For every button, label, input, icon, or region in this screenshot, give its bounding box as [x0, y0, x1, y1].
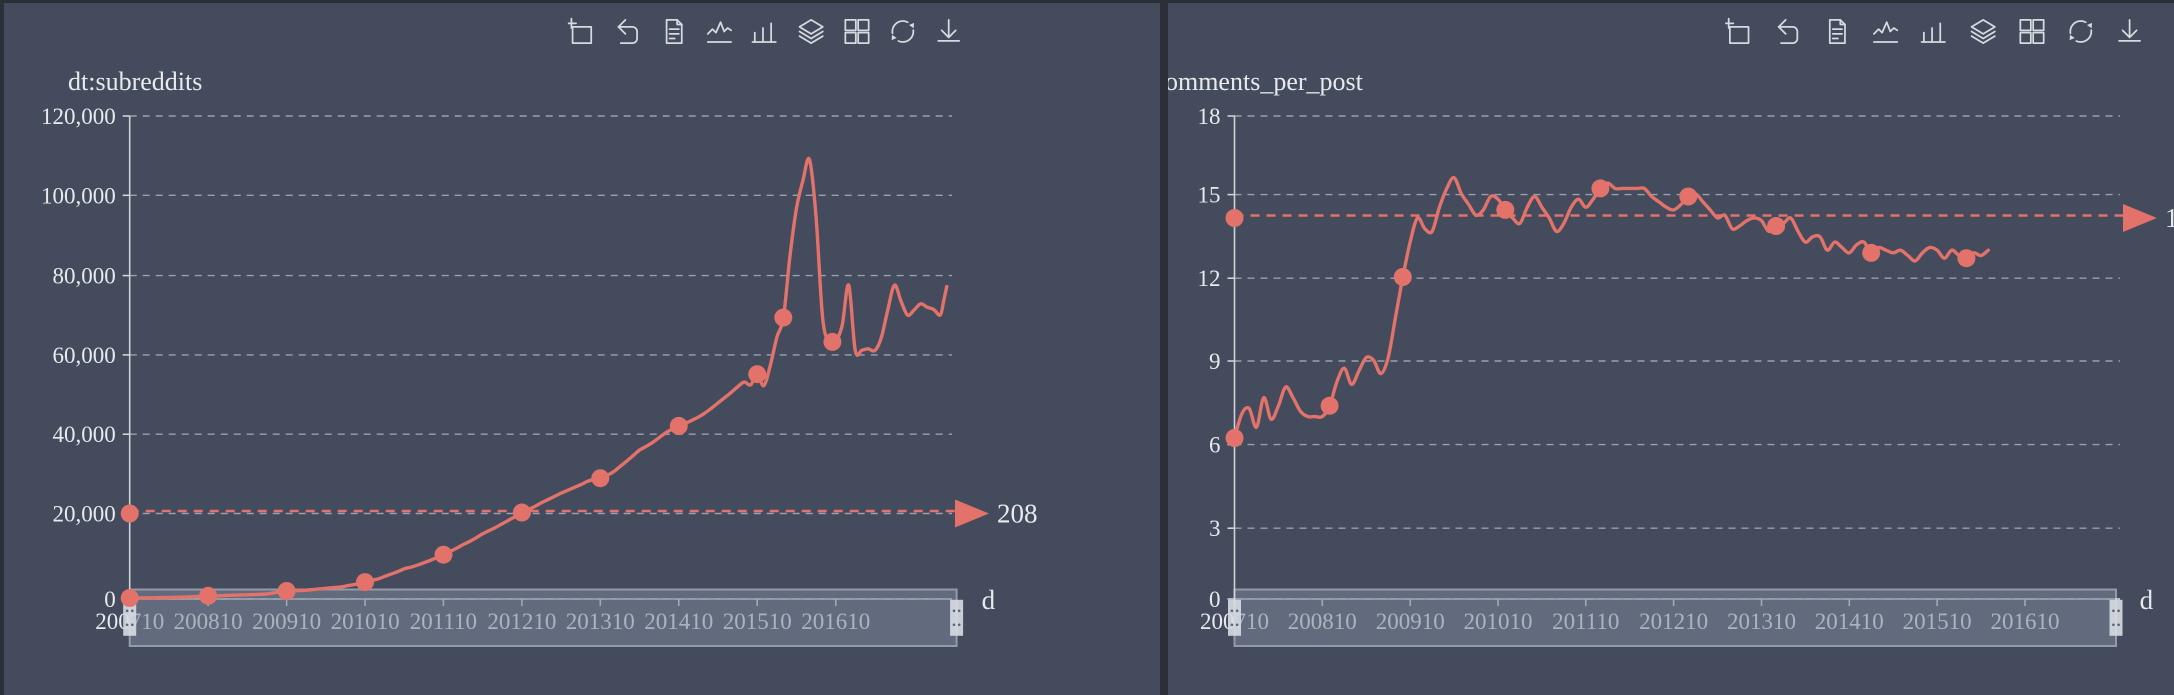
svg-text:3: 3	[1209, 516, 1221, 541]
svg-text:6: 6	[1209, 433, 1221, 458]
svg-text:20,000: 20,000	[52, 502, 115, 527]
svg-text:9: 9	[1209, 349, 1221, 374]
svg-text:18: 18	[1198, 104, 1221, 129]
svg-text:80,000: 80,000	[52, 264, 115, 289]
svg-text:100,000: 100,000	[41, 183, 116, 208]
svg-text:d: d	[982, 585, 996, 615]
svg-text:d: d	[2140, 585, 2154, 615]
svg-text:40,000: 40,000	[52, 422, 115, 447]
svg-text:dt:subreddits: dt:subreddits	[68, 67, 202, 96]
svg-text:208: 208	[997, 499, 1038, 529]
svg-text:120,000: 120,000	[41, 104, 116, 129]
svg-text:dt:comments_per_post: dt:comments_per_post	[1168, 67, 1364, 96]
svg-text:12: 12	[1198, 266, 1221, 291]
svg-text:14.: 14.	[2165, 203, 2174, 233]
svg-text:60,000: 60,000	[52, 343, 115, 368]
svg-text:15: 15	[1198, 183, 1221, 208]
